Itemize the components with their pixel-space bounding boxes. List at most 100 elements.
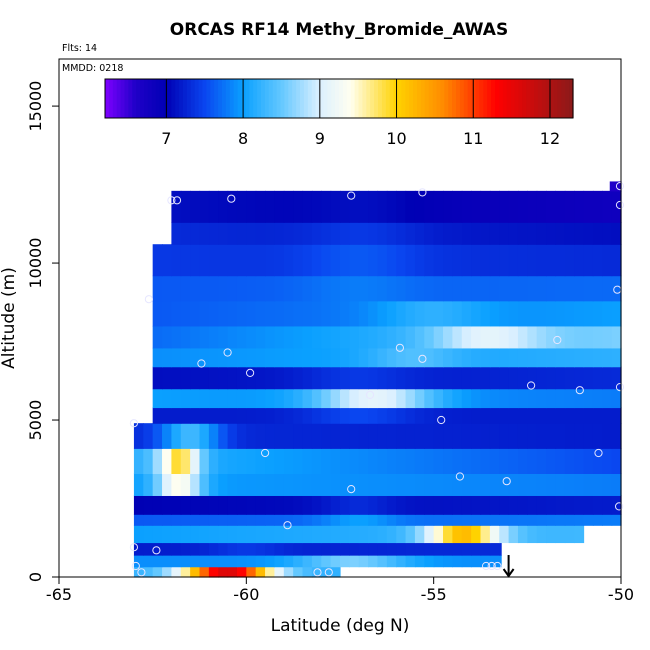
heatmap-cell bbox=[461, 555, 472, 568]
heatmap-cell bbox=[283, 566, 294, 578]
heatmap-cell bbox=[405, 325, 416, 349]
colorbar-segment bbox=[132, 79, 137, 118]
colorbar-segment bbox=[471, 79, 477, 118]
heatmap-cell bbox=[152, 300, 163, 327]
heatmap-cell bbox=[152, 347, 163, 368]
heatmap-cell bbox=[321, 514, 332, 526]
heatmap-cell bbox=[143, 525, 154, 544]
heatmap-cell bbox=[246, 275, 257, 302]
heatmap-cell bbox=[499, 325, 510, 349]
heatmap-cell bbox=[293, 525, 304, 544]
heatmap-cell bbox=[536, 473, 547, 496]
heatmap-cell bbox=[405, 542, 416, 556]
heatmap-cell bbox=[190, 448, 201, 474]
sample-point bbox=[172, 196, 182, 205]
heatmap-cell bbox=[405, 300, 416, 327]
heatmap-cell bbox=[564, 190, 575, 223]
chart-title: ORCAS RF14 Methy_Bromide_AWAS bbox=[170, 20, 508, 40]
colorbar-segment bbox=[487, 79, 492, 118]
heatmap-cell bbox=[152, 555, 163, 568]
heatmap-cell bbox=[405, 347, 416, 368]
heatmap-cell bbox=[330, 514, 341, 526]
heatmap-cell bbox=[236, 244, 247, 277]
heatmap-cell bbox=[583, 300, 594, 327]
heatmap-cell bbox=[162, 325, 172, 349]
heatmap-cell bbox=[583, 514, 594, 526]
colorbar-segment bbox=[116, 79, 122, 118]
heatmap-cell bbox=[555, 366, 566, 390]
heatmap-cell bbox=[283, 388, 294, 409]
heatmap-cell bbox=[330, 525, 341, 544]
heatmap-cell bbox=[555, 525, 566, 544]
heatmap-cell bbox=[611, 448, 622, 474]
colorbar-segment bbox=[444, 79, 449, 118]
heatmap-cell bbox=[574, 366, 585, 390]
heatmap-cell bbox=[443, 300, 453, 327]
heatmap-cell bbox=[152, 325, 163, 349]
heatmap-cell bbox=[199, 366, 210, 390]
colorbar-segment bbox=[463, 79, 469, 118]
heatmap-cell bbox=[190, 473, 201, 496]
colorbar-segment bbox=[303, 79, 309, 118]
heatmap-cell bbox=[452, 300, 463, 327]
heatmap-cell bbox=[133, 566, 144, 578]
sample-point bbox=[615, 383, 625, 392]
heatmap-cell bbox=[227, 423, 238, 449]
heatmap-cell bbox=[162, 244, 172, 277]
heatmap-cell bbox=[546, 300, 557, 327]
heatmap-cell bbox=[461, 347, 472, 368]
heatmap-cell bbox=[171, 366, 182, 390]
colorbar-segment bbox=[335, 79, 340, 118]
heatmap-cell bbox=[405, 244, 416, 277]
heatmap-cell bbox=[162, 388, 172, 409]
heatmap-cell bbox=[489, 275, 500, 302]
heatmap-cell bbox=[199, 222, 210, 245]
heatmap-cell bbox=[162, 525, 172, 544]
colorbar-segment bbox=[475, 79, 480, 118]
heatmap-cell bbox=[227, 300, 238, 327]
sample-point bbox=[246, 368, 255, 377]
heatmap-cell bbox=[368, 525, 379, 544]
heatmap-cell bbox=[396, 495, 407, 515]
heatmap-cell bbox=[190, 347, 201, 368]
sample-point bbox=[437, 415, 446, 425]
heatmap-cell bbox=[171, 325, 182, 349]
sample-markers bbox=[129, 182, 625, 577]
heatmap-cell bbox=[208, 525, 219, 544]
heatmap-cell bbox=[311, 542, 322, 556]
colorbar-segment bbox=[237, 79, 243, 118]
heatmap-band bbox=[133, 495, 622, 515]
heatmap-cell bbox=[377, 347, 388, 368]
heatmap-cell bbox=[265, 347, 276, 368]
heatmap-cell bbox=[255, 423, 266, 449]
heatmap-cell bbox=[546, 525, 557, 544]
heatmap-cell bbox=[321, 566, 332, 578]
sample-point bbox=[493, 561, 502, 571]
heatmap-cell bbox=[293, 244, 304, 277]
heatmap-cell bbox=[330, 448, 341, 474]
heatmap-cell bbox=[480, 473, 491, 496]
heatmap-cell bbox=[452, 423, 463, 449]
heatmap-cell bbox=[302, 347, 313, 368]
heatmap-cell bbox=[358, 514, 369, 526]
heatmap-cell bbox=[508, 366, 519, 390]
heatmap-cell bbox=[152, 525, 163, 544]
heatmap-cell bbox=[527, 407, 538, 424]
heatmap-cell bbox=[517, 407, 528, 424]
heatmap-cell bbox=[349, 448, 360, 474]
heatmap-cell bbox=[274, 542, 285, 556]
heatmap-cell bbox=[499, 555, 502, 568]
heatmap-cell bbox=[274, 222, 285, 245]
heatmap-cell bbox=[546, 495, 557, 515]
heatmap-cell bbox=[274, 495, 285, 515]
heatmap-cell bbox=[283, 325, 294, 349]
heatmap-cell bbox=[583, 347, 594, 368]
heatmap-cell bbox=[527, 423, 538, 449]
heatmap-cell bbox=[199, 300, 210, 327]
heatmap-cell bbox=[386, 555, 397, 568]
heatmap-cell bbox=[396, 275, 407, 302]
heatmap-cell bbox=[611, 388, 622, 409]
sample-point bbox=[455, 472, 464, 481]
heatmap-cell bbox=[377, 514, 388, 526]
heatmap-cell bbox=[424, 244, 435, 277]
